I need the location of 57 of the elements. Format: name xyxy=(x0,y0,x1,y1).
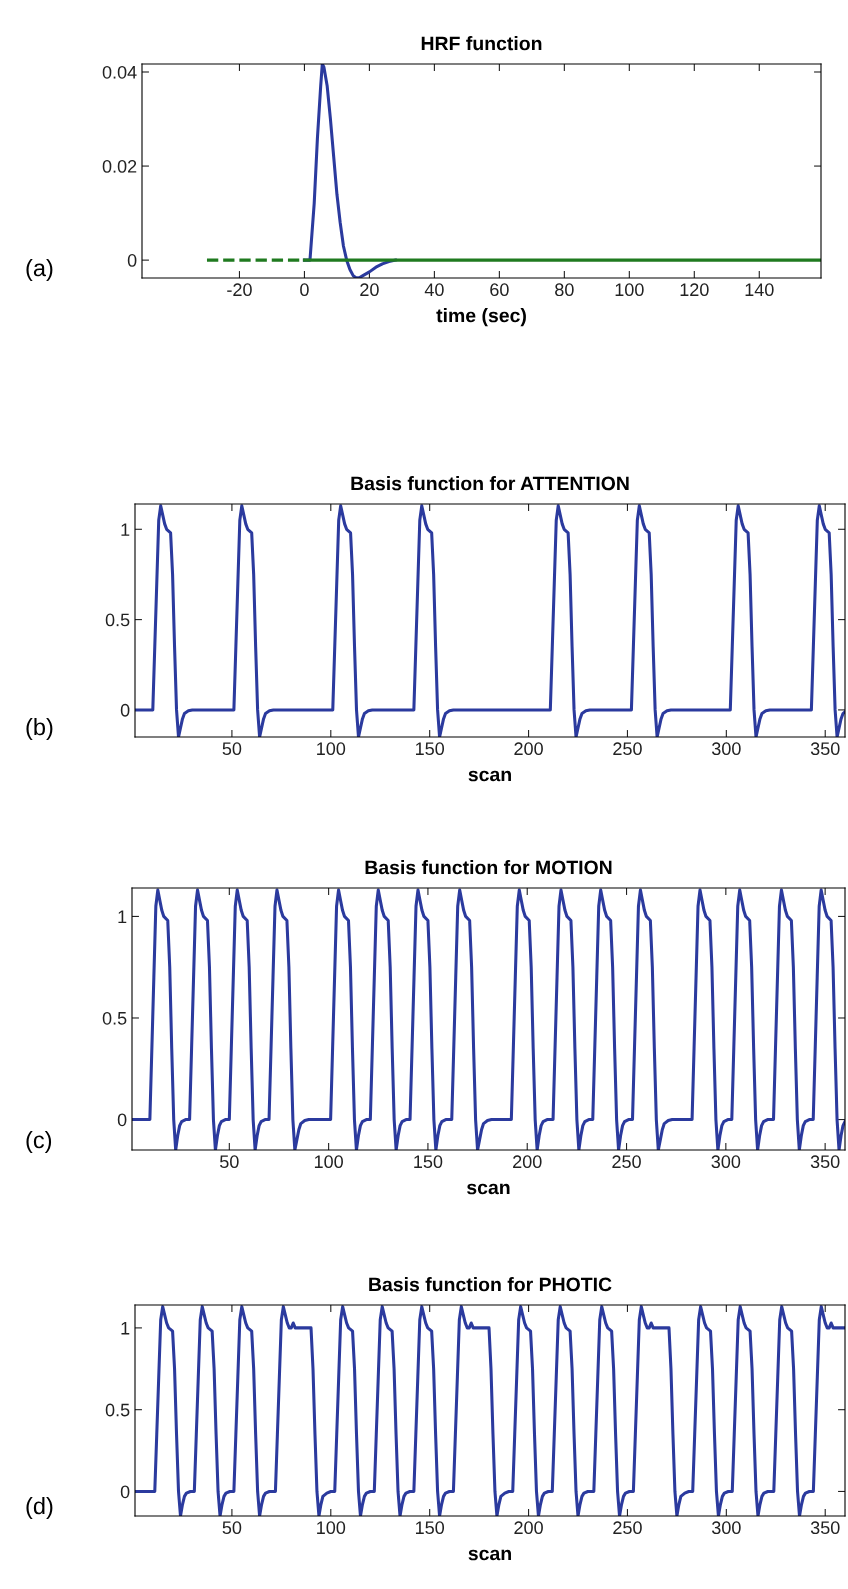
x-tick-label: 250 xyxy=(612,1155,641,1169)
x-tick-label: 50 xyxy=(222,742,242,756)
x-tick-label: 100 xyxy=(317,1521,346,1535)
text: (a) xyxy=(26,259,53,281)
x-tick-label: 200 xyxy=(514,742,543,756)
text: (c) xyxy=(26,1130,52,1153)
x-tick-label: 150 xyxy=(416,742,445,756)
line-series xyxy=(135,1305,845,1516)
x-tick-label: 300 xyxy=(711,1155,741,1169)
x-tick-label: 120 xyxy=(680,283,709,297)
y-tick-label: 0.5 xyxy=(105,1403,130,1417)
x-axis-title: time (sec) xyxy=(436,308,526,327)
y-tick-label: 0 xyxy=(127,254,137,267)
x-tick-label: 350 xyxy=(810,742,840,756)
x-tick-label: 200 xyxy=(513,1155,542,1169)
x-tick-label: 150 xyxy=(416,1521,445,1535)
y-tick-label: 0 xyxy=(120,1485,130,1499)
x-tick-label: 150 xyxy=(414,1155,443,1169)
x-tick-label: 300 xyxy=(711,742,741,756)
y-tick-label: 0 xyxy=(117,1113,127,1127)
x-tick-label: 350 xyxy=(810,1155,840,1169)
chart-title: Basis function for PHOTIC xyxy=(369,1277,612,1292)
x-tick-label: 300 xyxy=(711,1521,741,1535)
x-axis-title: scan xyxy=(468,770,511,782)
x-tick-label: 60 xyxy=(490,283,509,297)
line-series xyxy=(132,888,845,1150)
y-tick-label: 0.04 xyxy=(102,65,137,79)
y-tick-label: 0 xyxy=(120,703,130,717)
line-series xyxy=(135,504,845,737)
chart-title: HRF function xyxy=(421,36,542,51)
y-tick-label: 0.5 xyxy=(105,613,130,627)
x-tick-label: 0 xyxy=(300,283,309,297)
x-tick-label: 250 xyxy=(613,1521,642,1535)
x-tick-label: 140 xyxy=(745,283,774,297)
x-tick-label: 100 xyxy=(314,1155,343,1169)
y-tick-label: 1 xyxy=(121,1322,130,1335)
x-tick-label: 80 xyxy=(555,283,574,297)
x-tick-label: 50 xyxy=(222,1521,242,1535)
x-tick-label: 100 xyxy=(615,283,644,297)
x-tick-label: 40 xyxy=(424,283,444,297)
x-tick-label: 50 xyxy=(220,1155,239,1169)
text: (d) xyxy=(26,1497,53,1519)
x-tick-label: 200 xyxy=(514,1521,543,1535)
y-tick-label: 0.02 xyxy=(102,160,137,173)
x-tick-label: 100 xyxy=(317,742,346,756)
y-tick-label: 1 xyxy=(118,910,127,923)
x-tick-label: 250 xyxy=(613,742,642,756)
chart-title: Basis function for ATTENTION xyxy=(351,476,629,491)
x-axis-title: scan xyxy=(468,1549,511,1561)
x-tick-label: -20 xyxy=(227,283,252,297)
chart-title: Basis function for MOTION xyxy=(365,860,612,875)
y-tick-label: 0.5 xyxy=(102,1011,127,1025)
x-tick-label: 350 xyxy=(810,1521,840,1535)
text: (b) xyxy=(26,718,53,740)
x-tick-label: 20 xyxy=(360,283,379,297)
x-axis-title: scan xyxy=(467,1183,510,1195)
y-tick-label: 1 xyxy=(121,523,130,536)
